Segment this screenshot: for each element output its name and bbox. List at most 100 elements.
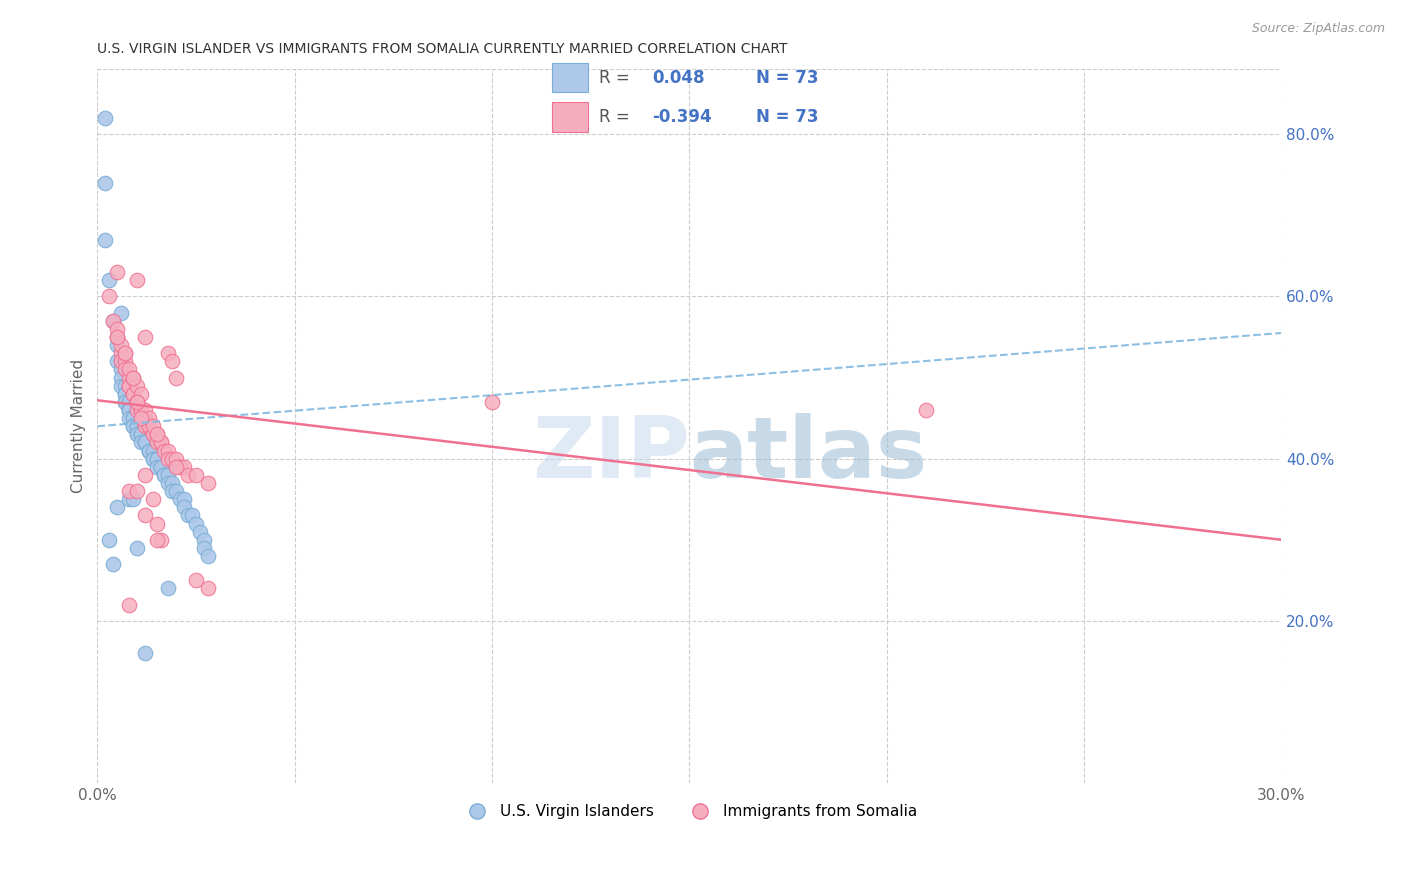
Point <box>125 395 148 409</box>
Point <box>134 467 156 482</box>
Point <box>145 459 167 474</box>
Point <box>125 378 148 392</box>
Point <box>162 484 184 499</box>
Point <box>173 500 195 515</box>
Point <box>122 419 145 434</box>
Point <box>118 598 141 612</box>
Point <box>142 451 165 466</box>
Point <box>142 427 165 442</box>
Text: R =: R = <box>599 69 634 87</box>
Point <box>157 451 180 466</box>
Point <box>125 419 148 434</box>
Point <box>134 646 156 660</box>
Point <box>129 386 152 401</box>
Point <box>122 492 145 507</box>
Point <box>134 435 156 450</box>
Point <box>142 427 165 442</box>
Point <box>118 362 141 376</box>
Point <box>162 475 184 490</box>
Text: N = 73: N = 73 <box>756 69 818 87</box>
Point <box>125 273 148 287</box>
Point <box>122 386 145 401</box>
Point <box>125 419 148 434</box>
Point <box>114 346 136 360</box>
Point <box>149 435 172 450</box>
Point <box>134 330 156 344</box>
Point <box>125 427 148 442</box>
Point <box>125 395 148 409</box>
Point <box>101 314 124 328</box>
Point <box>177 467 200 482</box>
Point <box>193 541 215 555</box>
Point <box>118 411 141 425</box>
Point <box>157 475 180 490</box>
Point <box>105 265 128 279</box>
Point <box>138 419 160 434</box>
Point <box>142 492 165 507</box>
Point <box>129 427 152 442</box>
Point <box>157 443 180 458</box>
Point <box>129 411 152 425</box>
Point <box>114 395 136 409</box>
Text: Source: ZipAtlas.com: Source: ZipAtlas.com <box>1251 22 1385 36</box>
Point <box>114 386 136 401</box>
Point <box>105 330 128 344</box>
Text: U.S. VIRGIN ISLANDER VS IMMIGRANTS FROM SOMALIA CURRENTLY MARRIED CORRELATION CH: U.S. VIRGIN ISLANDER VS IMMIGRANTS FROM … <box>97 42 787 56</box>
Point <box>125 427 148 442</box>
Point <box>134 411 156 425</box>
Point <box>122 411 145 425</box>
Point <box>145 516 167 531</box>
Point <box>110 354 132 368</box>
Point <box>134 403 156 417</box>
Point <box>110 378 132 392</box>
Point <box>162 354 184 368</box>
Point <box>110 306 132 320</box>
Point <box>129 403 152 417</box>
Point <box>157 582 180 596</box>
Bar <box>553 62 588 92</box>
Point <box>110 362 132 376</box>
Bar <box>553 103 588 132</box>
Point <box>129 427 152 442</box>
Point <box>138 443 160 458</box>
Point <box>125 403 148 417</box>
Point <box>197 549 219 563</box>
Point <box>110 346 132 360</box>
Text: 0.048: 0.048 <box>652 69 704 87</box>
Point <box>153 443 176 458</box>
Point <box>149 459 172 474</box>
Point <box>165 451 187 466</box>
Point <box>118 370 141 384</box>
Point <box>138 443 160 458</box>
Point <box>138 419 160 434</box>
Y-axis label: Currently Married: Currently Married <box>72 359 86 493</box>
Point <box>157 346 180 360</box>
Point <box>129 403 152 417</box>
Point <box>118 378 141 392</box>
Point <box>181 508 204 523</box>
Point <box>118 492 141 507</box>
Point <box>134 435 156 450</box>
Point <box>197 475 219 490</box>
Point <box>114 395 136 409</box>
Point <box>142 419 165 434</box>
Point <box>153 467 176 482</box>
Point <box>129 435 152 450</box>
Point <box>94 111 117 125</box>
Point <box>101 314 124 328</box>
Point <box>145 451 167 466</box>
Point <box>118 484 141 499</box>
Point <box>145 533 167 547</box>
Point <box>184 516 207 531</box>
Text: R =: R = <box>599 108 634 126</box>
Point <box>188 524 211 539</box>
Point <box>145 427 167 442</box>
Point <box>94 233 117 247</box>
Point <box>193 533 215 547</box>
Point <box>138 411 160 425</box>
Point <box>162 451 184 466</box>
Text: ZIP: ZIP <box>531 413 689 496</box>
Point <box>122 370 145 384</box>
Point <box>105 500 128 515</box>
Point <box>481 395 503 409</box>
